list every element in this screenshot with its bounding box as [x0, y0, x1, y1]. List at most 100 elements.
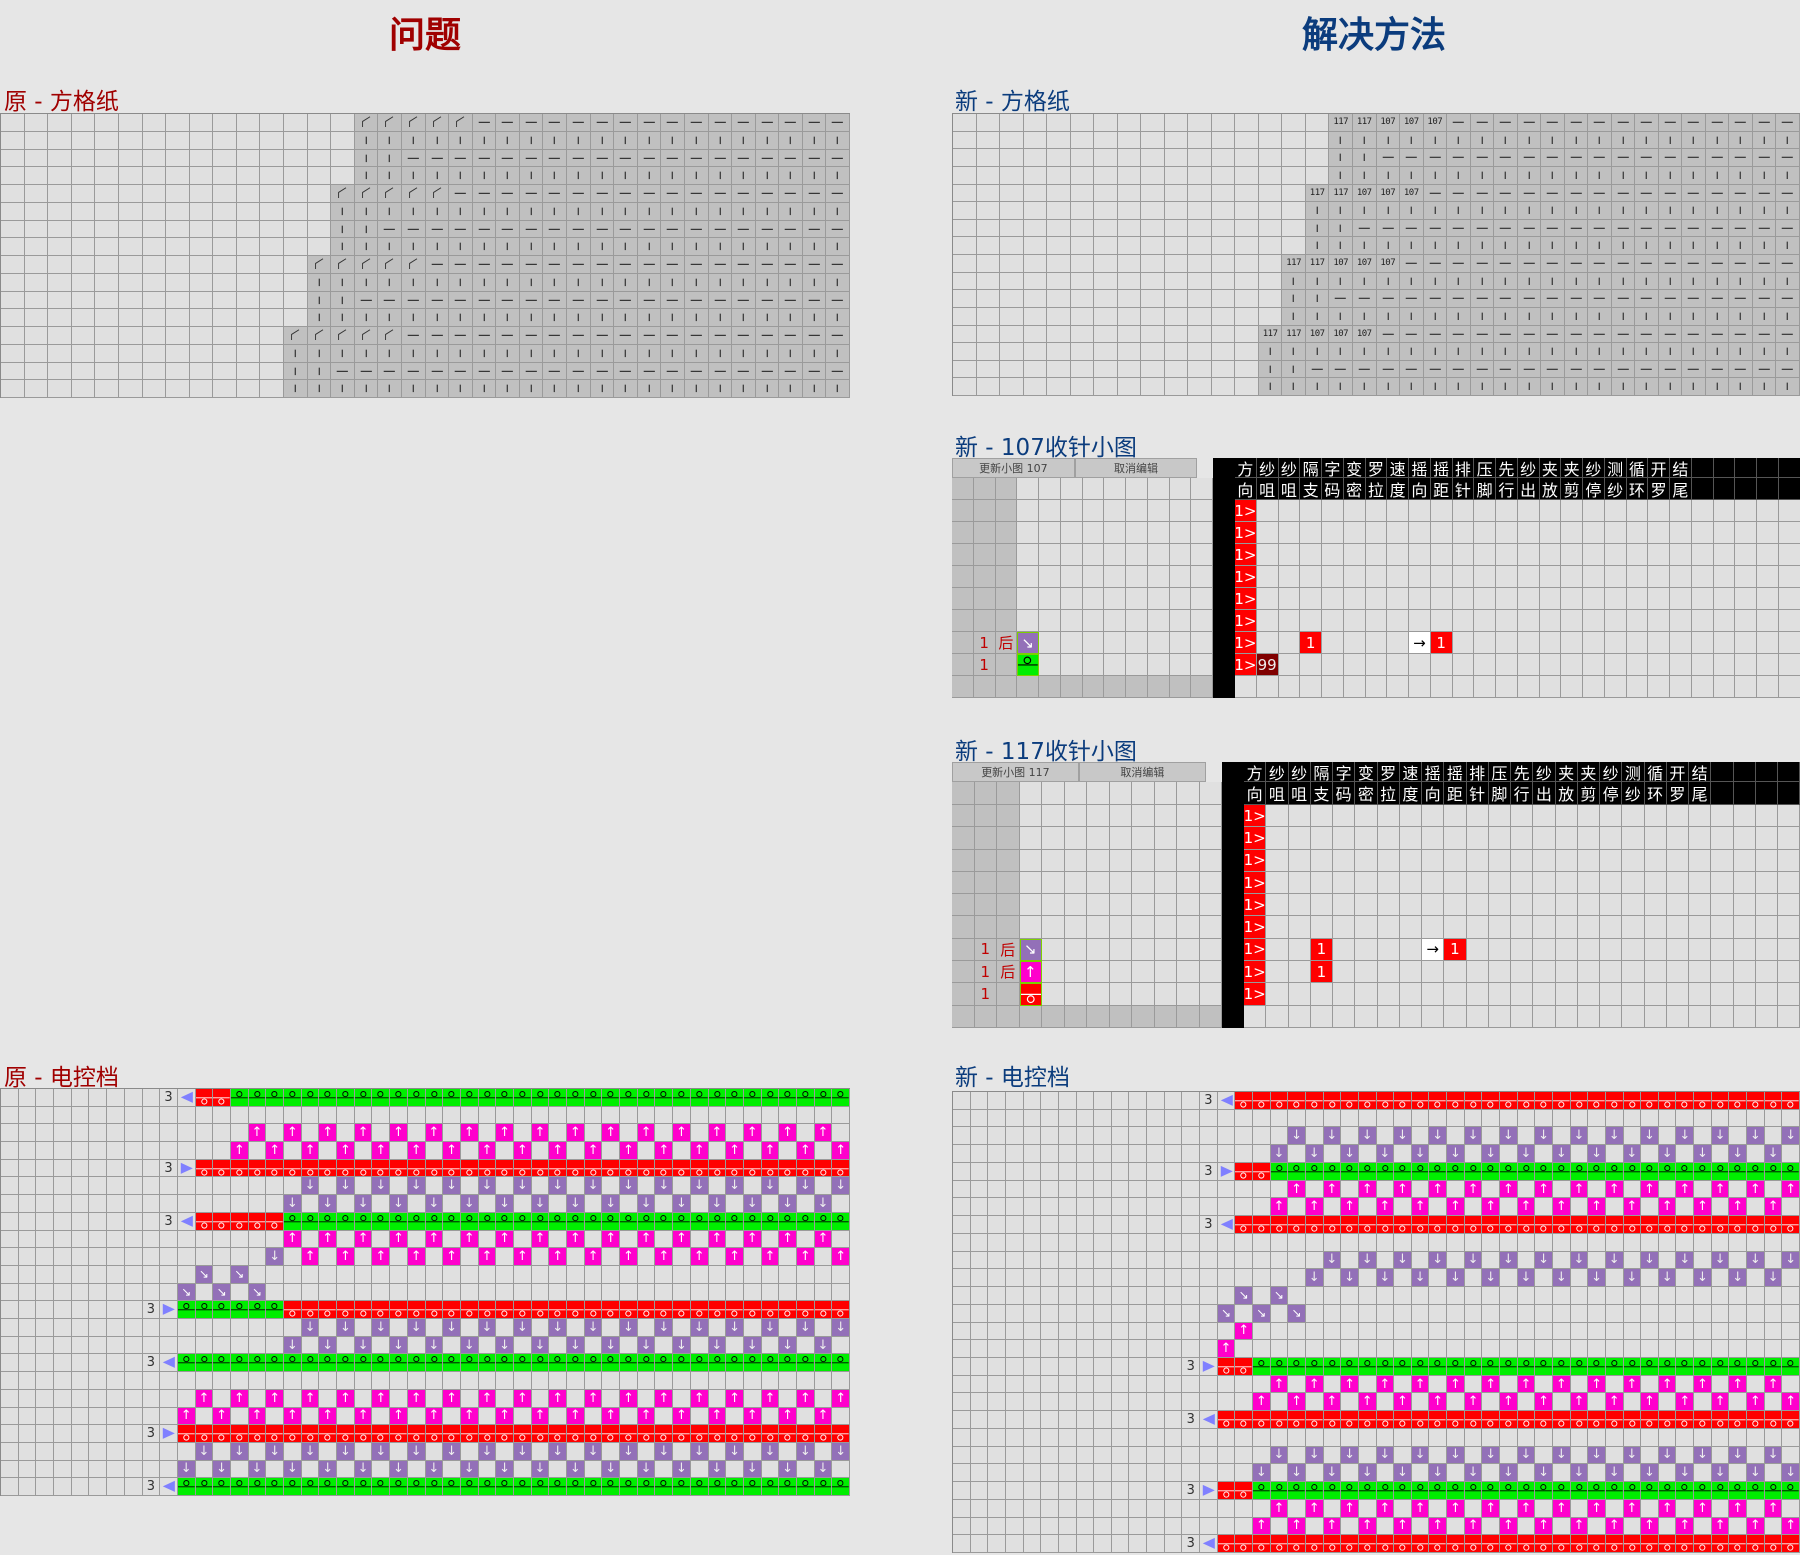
table-cell[interactable] [1355, 894, 1378, 917]
table-cell[interactable] [1430, 566, 1453, 588]
table-cell[interactable] [1626, 544, 1649, 566]
table-cell[interactable] [1644, 849, 1667, 872]
table-cell[interactable] [1533, 938, 1556, 962]
table-cell[interactable] [1430, 500, 1453, 522]
table-cell[interactable] [1422, 849, 1445, 872]
table-cell[interactable] [1735, 676, 1757, 698]
table-cell[interactable] [1666, 916, 1689, 939]
table-cell[interactable] [1466, 894, 1489, 917]
value-cell[interactable]: 1> [1235, 654, 1257, 676]
table-cell[interactable] [1399, 938, 1422, 962]
table-cell[interactable] [1711, 961, 1734, 984]
table-cell[interactable] [1444, 983, 1467, 1006]
table-cell[interactable] [1399, 916, 1422, 939]
table-cell[interactable] [1355, 1005, 1378, 1028]
table-cell[interactable] [1644, 961, 1667, 984]
table-cell[interactable] [1689, 871, 1712, 895]
table-cell[interactable] [1691, 676, 1714, 698]
table-cell[interactable] [1466, 1005, 1489, 1028]
table-cell[interactable] [1600, 916, 1623, 939]
table-cell[interactable] [1444, 827, 1467, 850]
table-cell[interactable] [1496, 676, 1518, 698]
table-cell[interactable] [1474, 544, 1496, 566]
table-cell[interactable] [1377, 827, 1400, 850]
table-cell[interactable] [1300, 500, 1322, 522]
table-cell[interactable] [1648, 500, 1670, 522]
column-header[interactable]: 测 [1622, 762, 1645, 782]
column-header[interactable]: 出 [1533, 782, 1556, 805]
table-cell[interactable] [1735, 654, 1757, 676]
column-header[interactable]: 剪 [1561, 478, 1583, 500]
table-cell[interactable] [1430, 676, 1453, 698]
table-cell[interactable] [1604, 522, 1627, 544]
table-cell[interactable] [1555, 805, 1578, 828]
grid-cell[interactable] [1019, 827, 1042, 850]
table-cell[interactable] [1322, 632, 1344, 654]
column-header[interactable]: 针 [1452, 478, 1475, 500]
table-cell[interactable] [1430, 654, 1453, 676]
table-cell[interactable] [1488, 938, 1511, 962]
table-cell[interactable] [1300, 566, 1322, 588]
value-cell[interactable]: 1> [1235, 632, 1257, 654]
column-header[interactable]: 向 [1244, 782, 1267, 805]
table-cell[interactable] [1626, 566, 1649, 588]
grid-cell[interactable] [1017, 588, 1039, 610]
column-header[interactable]: 剪 [1577, 782, 1600, 805]
table-cell[interactable] [1444, 961, 1467, 984]
table-cell[interactable] [1539, 676, 1562, 698]
column-header[interactable]: 变 [1355, 762, 1378, 782]
table-cell[interactable] [1387, 500, 1409, 522]
table-cell[interactable] [1604, 566, 1627, 588]
table-cell[interactable] [1322, 566, 1344, 588]
column-header[interactable]: 拉 [1365, 478, 1388, 500]
table-cell[interactable] [1488, 1005, 1511, 1028]
table-cell[interactable] [1644, 827, 1667, 850]
column-header[interactable] [1691, 458, 1714, 478]
table-cell[interactable] [1266, 916, 1289, 939]
column-header[interactable] [1778, 782, 1800, 805]
column-header[interactable]: 字 [1333, 762, 1356, 782]
table-cell[interactable] [1266, 871, 1289, 895]
table-cell[interactable] [1713, 544, 1736, 566]
column-header[interactable]: 距 [1444, 782, 1467, 805]
table-cell[interactable] [1755, 827, 1778, 850]
table-cell[interactable] [1488, 827, 1511, 850]
table-cell[interactable] [1266, 894, 1289, 917]
table-cell[interactable] [1452, 566, 1475, 588]
column-header[interactable]: 压 [1488, 762, 1511, 782]
table-cell[interactable] [1778, 544, 1800, 566]
table-cell[interactable] [1735, 610, 1757, 632]
table-cell[interactable] [1278, 500, 1301, 522]
table-cell[interactable] [1288, 894, 1311, 917]
table-cell[interactable] [1409, 544, 1431, 566]
column-header[interactable]: 环 [1626, 478, 1649, 500]
table-cell[interactable] [1778, 916, 1800, 939]
table-cell[interactable] [1322, 654, 1344, 676]
table-cell[interactable] [1517, 522, 1540, 544]
table-cell[interactable] [1533, 1005, 1556, 1028]
column-header[interactable]: 尾 [1689, 782, 1712, 805]
table-cell[interactable] [1622, 894, 1645, 917]
table-cell[interactable] [1496, 566, 1518, 588]
table-cell[interactable] [1533, 961, 1556, 984]
table-cell[interactable] [1387, 522, 1409, 544]
value-cell[interactable]: 1> [1244, 938, 1267, 962]
transfer-stitch-icon[interactable]: ↘ [1017, 632, 1039, 654]
table-cell[interactable] [1444, 894, 1467, 917]
table-cell[interactable] [1539, 588, 1562, 610]
table-cell[interactable] [1733, 871, 1756, 895]
table-cell[interactable] [1496, 588, 1518, 610]
table-cell[interactable] [1365, 522, 1388, 544]
table-cell[interactable] [1733, 805, 1756, 828]
table-cell[interactable] [1322, 544, 1344, 566]
column-header[interactable] [1711, 762, 1734, 782]
table-cell[interactable] [1488, 916, 1511, 939]
table-cell[interactable] [1626, 500, 1649, 522]
table-cell[interactable] [1288, 983, 1311, 1006]
table-cell[interactable] [1517, 632, 1540, 654]
table-cell[interactable] [1399, 871, 1422, 895]
table-cell[interactable] [1333, 827, 1356, 850]
column-header[interactable]: 隔 [1300, 458, 1322, 478]
table-cell[interactable] [1365, 610, 1388, 632]
table-cell[interactable] [1626, 610, 1649, 632]
